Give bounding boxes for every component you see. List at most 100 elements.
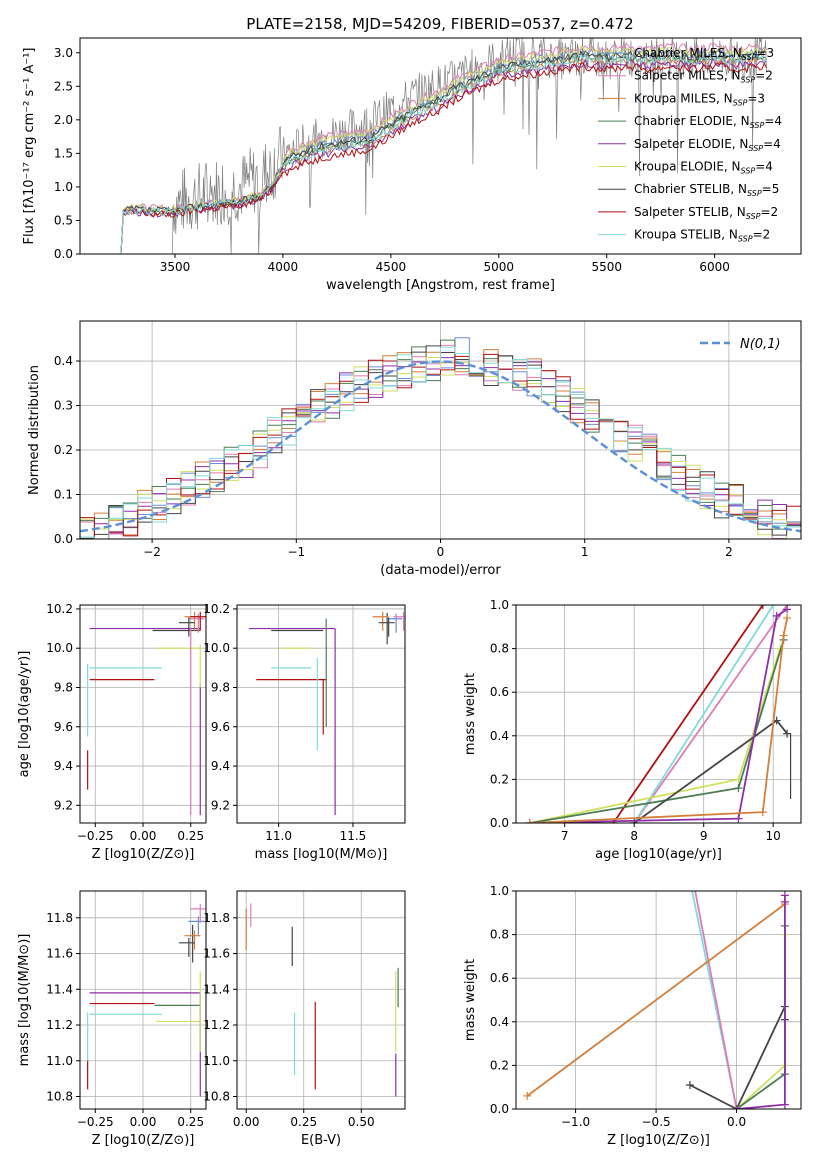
x-axis-label: (data-model)/error — [380, 563, 501, 578]
x-axis-label: Z [log10(Z/Z⊙)] — [92, 1133, 195, 1148]
axes-frame — [79, 604, 207, 824]
legend-tail: =2 — [760, 205, 778, 219]
model-line-salpeter-miles — [80, 41, 767, 254]
x-axis-label: wavelength [Angstrom, rest frame] — [326, 278, 555, 293]
y-tick-label: 11.4 — [46, 982, 73, 996]
weight-line-salpeter-elodie — [529, 608, 788, 823]
plot-area — [87, 903, 206, 1097]
y-tick-label: 2.5 — [54, 79, 73, 93]
axes-frame — [515, 890, 802, 1110]
weight-marker — [758, 605, 767, 609]
y-tick-label: 11.8 — [203, 911, 230, 925]
chart-residual-histogram: −2 −1 0 1 2 0.0 0.1 0.2 0.3 0.4 (data-model)/error… — [27, 320, 802, 578]
legend-subscript: SSP — [741, 76, 756, 85]
legend-label: Salpeter STELIB, N — [634, 205, 746, 219]
y-tick-label: 11.4 — [203, 982, 230, 996]
plot-area — [525, 605, 792, 823]
y-tick-label: 10.2 — [203, 602, 230, 616]
y-axis-label: age [log10(age/yr)] — [17, 651, 32, 778]
weight-marker — [734, 814, 743, 823]
y-tick-label: 1.0 — [490, 884, 509, 898]
weight-marker — [758, 808, 767, 817]
weight-line-kroupa-miles — [526, 903, 786, 1097]
figure-title: PLATE=2158, MJD=54209, FIBERID=0537, z=0… — [246, 15, 633, 33]
legend-tail: =5 — [762, 182, 780, 196]
x-tick-label: 9 — [700, 829, 708, 843]
y-tick-label: 0.0 — [54, 247, 73, 261]
weight-marker — [772, 611, 781, 620]
legend-tail: =4 — [764, 114, 782, 128]
x-tick-label: 5500 — [591, 260, 622, 274]
x-axis-label: Z [log10(Z/Z⊙)] — [607, 1133, 710, 1148]
chart-spectrum: 3500 4000 4500 5000 5500 6000 0.0 0.5 1.0 1.5 2.0 2… — [22, 37, 802, 293]
y-tick-label: 10.0 — [46, 641, 73, 655]
weight-marker — [779, 631, 788, 640]
x-tick-label: 11.0 — [265, 829, 292, 843]
errorbar-cross — [188, 916, 205, 936]
legend-label: Chabrier ELODIE, N — [634, 114, 750, 128]
legend-entry: Salpeter ELODIE, NSSP=4 — [634, 137, 781, 153]
x-tick-label: 0.00 — [130, 829, 157, 843]
x-tick-label: 11.5 — [340, 829, 367, 843]
y-tick-label: 11.2 — [46, 1018, 73, 1032]
legend-tail: =4 — [755, 160, 773, 174]
axes-frame — [79, 37, 802, 255]
x-axis-label: E(B-V) — [301, 1133, 341, 1148]
y-tick-label: 0.6 — [490, 971, 509, 985]
x-tick-label: 6000 — [699, 260, 730, 274]
weight-line-salpeter-miles — [694, 891, 738, 1109]
y-tick-label: 0.2 — [490, 772, 509, 786]
y-tick-label: 9.2 — [54, 798, 73, 812]
y-tick-label: 9.4 — [54, 759, 73, 773]
x-tick-label: −0.25 — [77, 829, 114, 843]
axes-frame — [236, 890, 406, 1110]
y-tick-label: 1.0 — [54, 180, 73, 194]
y-tick-label: 0.2 — [54, 443, 73, 457]
y-tick-label: 1.0 — [490, 598, 509, 612]
y-tick-label: 9.6 — [54, 720, 73, 734]
histogram-kroupa-stelib — [80, 346, 801, 539]
x-tick-label: −1 — [287, 545, 305, 559]
y-axis-label: mass weight — [463, 673, 478, 755]
y-tick-label: 0.0 — [490, 816, 509, 830]
legend-tail: =2 — [753, 228, 771, 242]
weight-line-salpeter-miles — [633, 605, 788, 823]
axes-frame — [236, 604, 406, 824]
chart-mass-vs-z: −0.25 0.00 0.25 10.8 11.0 11.2 11.4 11.6 11.8 Z [… — [17, 890, 207, 1148]
legend-entry: N(0,1) — [740, 337, 781, 352]
x-tick-label: 4000 — [268, 260, 299, 274]
legend-subscript: SSP — [750, 121, 765, 130]
legend-subscript: SSP — [746, 212, 761, 221]
y-tick-label: 9.2 — [211, 798, 230, 812]
y-axis-label: mass [log10(M/M⊙)] — [17, 934, 32, 1067]
x-tick-label: 10 — [766, 829, 781, 843]
y-tick-label: 0.4 — [490, 1015, 509, 1029]
legend-entry: Chabrier MILES, NSSP=3 — [634, 46, 774, 62]
y-tick-label: 10.0 — [203, 641, 230, 655]
y-tick-label: 9.8 — [211, 680, 230, 694]
legend-tail: =4 — [763, 137, 781, 151]
y-tick-label: 0.6 — [490, 685, 509, 699]
legend-entry: Kroupa STELIB, NSSP=2 — [634, 228, 770, 244]
legend-entry: Kroupa ELODIE, NSSP=4 — [634, 160, 773, 176]
x-tick-label: 0.25 — [290, 1115, 317, 1129]
x-tick-label: 8 — [630, 829, 638, 843]
y-tick-label: 10.2 — [46, 602, 73, 616]
legend-subscript: SSP — [741, 167, 756, 176]
errorbar-cross — [378, 617, 395, 637]
errorbar-cross — [178, 617, 195, 637]
y-tick-label: 10.8 — [46, 1089, 73, 1103]
legend-subscript: SSP — [733, 98, 748, 107]
x-tick-label: 0.00 — [130, 1115, 157, 1129]
plot-area — [523, 891, 789, 1109]
chart-mass-weight-vs-age: 7 8 9 10 0.0 0.2 0.4 0.6 0.8 1.0 age [log10(age/yr… — [463, 598, 802, 862]
errorbar-cross — [178, 937, 195, 957]
x-tick-label: 4500 — [376, 260, 407, 274]
legend-label: Kroupa STELIB, N — [634, 228, 738, 242]
x-axis-label: mass [log10(M/M⊙)] — [255, 847, 388, 862]
y-tick-label: 9.4 — [211, 759, 230, 773]
y-tick-label: 0.8 — [490, 642, 509, 656]
legend-subscript: SSP — [747, 189, 762, 198]
legend-entry: Chabrier STELIB, NSSP=5 — [634, 182, 779, 198]
legend-tail: =3 — [747, 91, 765, 105]
